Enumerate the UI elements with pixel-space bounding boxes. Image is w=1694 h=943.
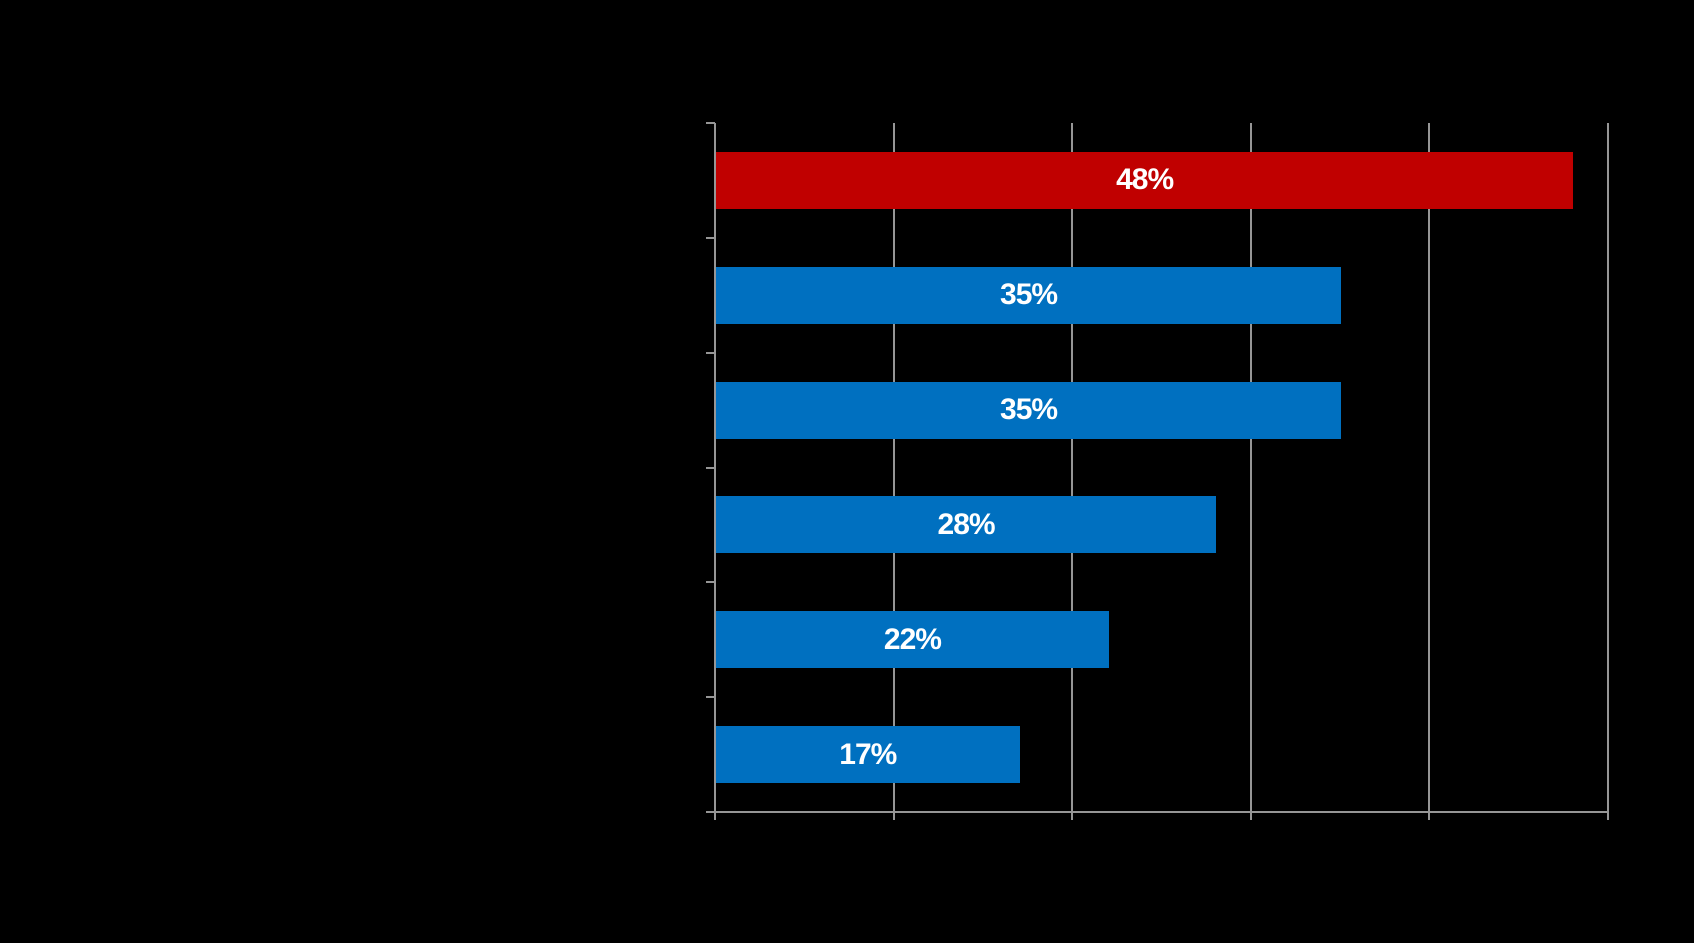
bar-data-label: 35% (1000, 278, 1058, 312)
bar-data-label: 48% (1116, 163, 1174, 197)
bar-17%: 17% (716, 726, 1020, 784)
highlight-bar-48%: 48% (716, 151, 1574, 209)
plot-area: 48% 35% 35% 28% 22% 17% (706, 122, 1609, 820)
y-axis-tick (706, 466, 715, 469)
y-axis-tick (706, 236, 715, 239)
x-gridline-20 (1071, 123, 1074, 820)
bar-22%: 22% (716, 611, 1109, 669)
x-gridline-10 (892, 123, 895, 820)
y-axis-tick (706, 122, 715, 124)
bar-data-label: 17% (839, 737, 897, 771)
bar-data-label: 22% (883, 622, 942, 656)
y-axis-tick (706, 581, 715, 584)
y-axis-tick (706, 351, 715, 354)
y-axis-tick (706, 811, 715, 813)
x-gridline-40 (1428, 123, 1431, 820)
x-gridline-30 (1249, 123, 1252, 820)
y-axis-line (714, 123, 716, 820)
y-axis-tick (706, 696, 715, 699)
bar-28%: 28% (716, 496, 1217, 554)
bar-data-label: 28% (937, 507, 996, 541)
bar-35%: 35% (716, 381, 1342, 439)
x-axis-line (706, 811, 1608, 813)
bar-data-label: 35% (1000, 393, 1058, 427)
x-gridline-50 (1607, 123, 1609, 820)
bar-35%: 35% (716, 266, 1342, 324)
